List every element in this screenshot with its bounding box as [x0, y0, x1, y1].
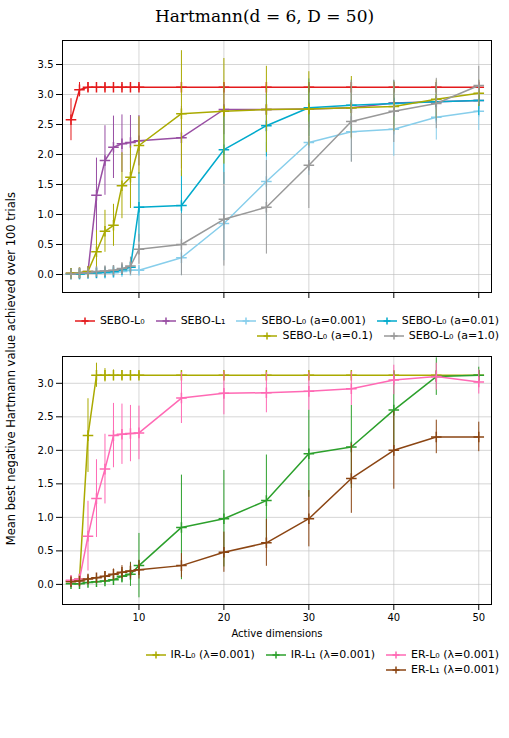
svg-text:3.0: 3.0: [38, 89, 54, 100]
svg-text:0.0: 0.0: [38, 269, 54, 280]
svg-text:40: 40: [387, 612, 400, 623]
html-text:Hartmann(d = 6, D = 50): Hartmann(d = 6, D = 50): [154, 6, 375, 26]
html-text:ER-L₁ (λ=0.001): ER-L₁ (λ=0.001): [411, 663, 499, 676]
svg-text:0.0: 0.0: [38, 579, 54, 590]
svg-text:2.0: 2.0: [38, 149, 54, 160]
html-text:IR-L₀ (λ=0.001): IR-L₀ (λ=0.001): [170, 648, 255, 661]
html-text:SEBO-L₀ (a=1.0): SEBO-L₀ (a=1.0): [408, 329, 499, 342]
svg-text:3.5: 3.5: [38, 59, 54, 70]
svg-text:1.5: 1.5: [38, 179, 54, 190]
html-text:SEBO-L₀ (a=0.1): SEBO-L₀ (a=0.1): [282, 329, 373, 342]
svg-text:20: 20: [218, 612, 231, 623]
html-text:SEBO-L₀: SEBO-L₀: [99, 314, 145, 327]
svg-text:1.0: 1.0: [38, 512, 54, 523]
html-text:IR-L₁ (λ=0.001): IR-L₁ (λ=0.001): [290, 648, 375, 661]
html-text:SEBO-L₁: SEBO-L₁: [180, 314, 226, 327]
svg-text:10: 10: [133, 612, 146, 623]
svg-text:2.5: 2.5: [38, 411, 54, 422]
html-text:SEBO-L₀ (a=0.001): SEBO-L₀ (a=0.001): [261, 314, 366, 327]
svg-text:2.5: 2.5: [38, 119, 54, 130]
svg-text:0.5: 0.5: [38, 545, 54, 556]
svg-text:1.0: 1.0: [38, 209, 54, 220]
svg-text:1.5: 1.5: [38, 478, 54, 489]
svg-text:3.0: 3.0: [38, 378, 54, 389]
svg-text:Active dimensions: Active dimensions: [231, 628, 322, 639]
svg-text:2.0: 2.0: [38, 445, 54, 456]
html-text:SEBO-L₀ (a=0.01): SEBO-L₀ (a=0.01): [401, 314, 499, 327]
html-text:ER-L₀ (λ=0.001): ER-L₀ (λ=0.001): [411, 648, 499, 661]
svg-text:30: 30: [302, 612, 315, 623]
html-text:Mean best negative Hartmann va: Mean best negative Hartmann value achiev…: [4, 192, 18, 546]
svg-text:0.5: 0.5: [38, 239, 54, 250]
svg-text:50: 50: [472, 612, 485, 623]
